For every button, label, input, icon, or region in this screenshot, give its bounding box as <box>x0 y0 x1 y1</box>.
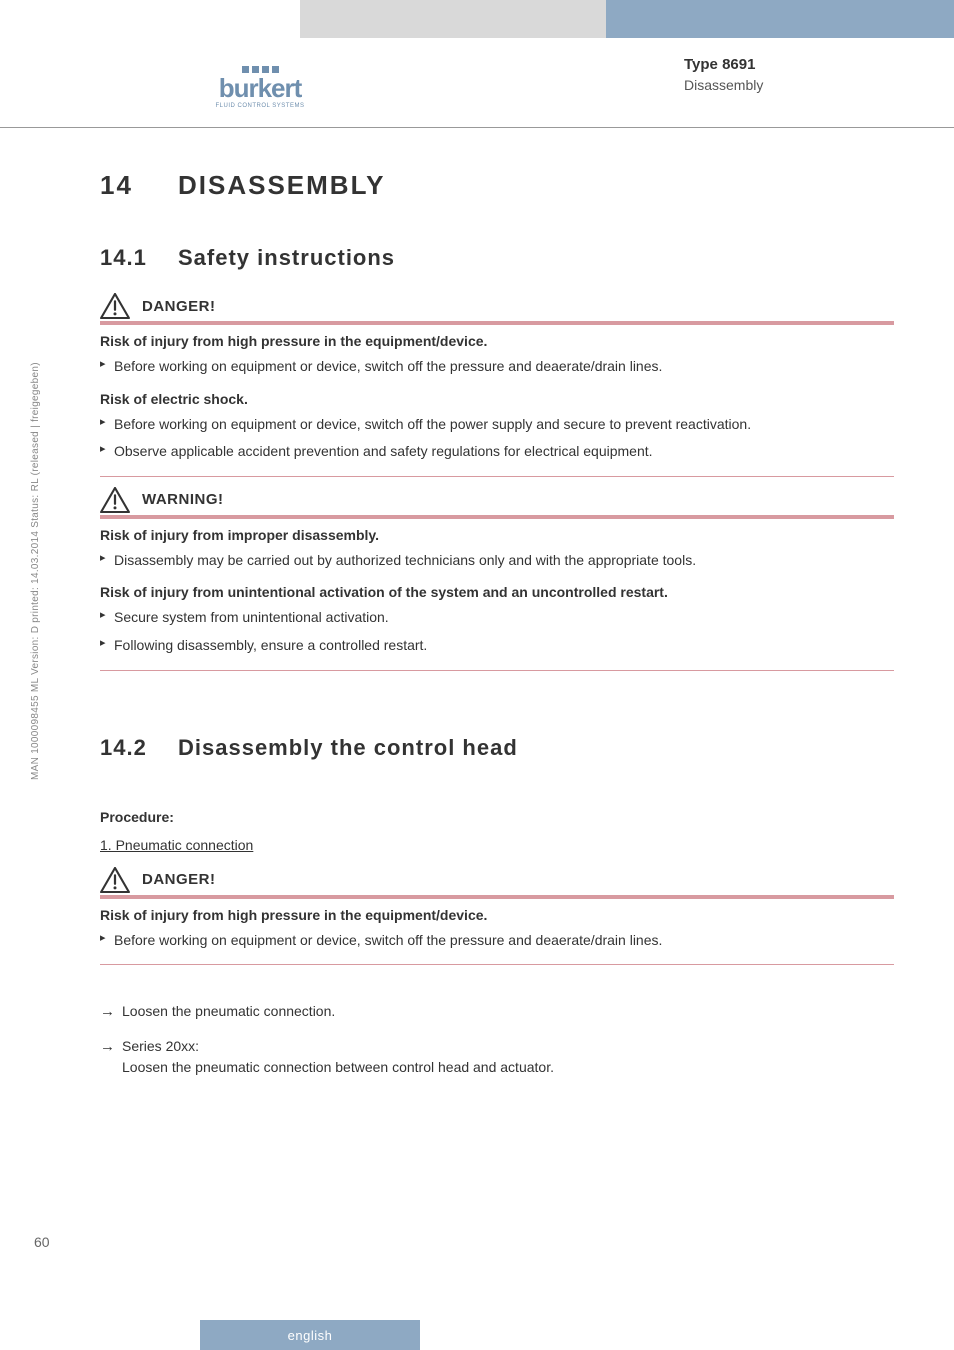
section-title: Disassembly the control head <box>178 735 518 760</box>
logo-dots-icon <box>242 66 279 73</box>
type-subtitle: Disassembly <box>684 77 954 93</box>
risk-item: Secure system from unintentional activat… <box>100 608 894 628</box>
section-number: 14.1 <box>100 245 178 271</box>
procedure-action-lead: Series 20xx: <box>122 1038 199 1054</box>
procedure-label: Procedure: <box>100 809 894 825</box>
alert-label: DANGER! <box>142 298 216 315</box>
top-accent-bar <box>0 0 954 38</box>
top-bar-segment-white <box>0 0 300 38</box>
risk-item: Disassembly may be carried out by author… <box>100 551 894 571</box>
alert-label: DANGER! <box>142 871 216 888</box>
chapter-heading: 14DISASSEMBLY <box>100 170 894 201</box>
brand-logo: burkert FLUID CONTROL SYSTEMS <box>200 38 320 127</box>
alert-divider <box>100 476 894 477</box>
footer-language-tab: english <box>200 1320 420 1350</box>
risk-block: Risk of injury from high pressure in the… <box>100 333 894 377</box>
type-title: Type 8691 <box>684 56 954 73</box>
risk-block: Risk of electric shock. Before working o… <box>100 391 894 462</box>
page-number: 60 <box>34 1234 50 1250</box>
header-spacer <box>320 38 674 127</box>
page-content: 14DISASSEMBLY 14.1Safety instructions DA… <box>100 160 894 1092</box>
danger-triangle-icon <box>100 293 130 319</box>
risk-item: Following disassembly, ensure a controll… <box>100 636 894 656</box>
section-number: 14.2 <box>100 735 178 761</box>
alert-header-danger: DANGER! <box>100 867 894 899</box>
top-bar-segment-blue <box>606 0 954 38</box>
procedure-action: Loosen the pneumatic connection. <box>100 1001 894 1022</box>
alert-header-danger: DANGER! <box>100 293 894 325</box>
risk-block: Risk of injury from unintentional activa… <box>100 584 894 655</box>
section-heading-disassembly: 14.2Disassembly the control head <box>100 735 894 761</box>
risk-title: Risk of injury from improper disassembly… <box>100 527 894 543</box>
alert-divider <box>100 670 894 671</box>
header-type-block: Type 8691 Disassembly <box>674 38 954 127</box>
risk-title: Risk of injury from high pressure in the… <box>100 333 894 349</box>
document-meta-sidebar: MAN 1000098455 ML Version: D printed: 14… <box>30 362 41 780</box>
procedure-action-body: Loosen the pneumatic connection between … <box>122 1057 894 1078</box>
risk-title: Risk of injury from unintentional activa… <box>100 584 894 600</box>
top-bar-segment-gray <box>300 0 606 38</box>
risk-item: Observe applicable accident prevention a… <box>100 442 894 462</box>
logo-wordmark: burkert <box>219 75 302 101</box>
logo-tagline: FLUID CONTROL SYSTEMS <box>216 103 305 109</box>
risk-block: Risk of injury from improper disassembly… <box>100 527 894 571</box>
procedure-action: Series 20xx: Loosen the pneumatic connec… <box>100 1036 894 1078</box>
procedure-step-heading: 1. Pneumatic connection <box>100 837 894 853</box>
chapter-title: DISASSEMBLY <box>178 170 385 200</box>
header-left-pad <box>0 38 200 127</box>
alert-divider <box>100 964 894 965</box>
risk-title: Risk of electric shock. <box>100 391 894 407</box>
warning-triangle-icon <box>100 487 130 513</box>
risk-item: Before working on equipment or device, s… <box>100 357 894 377</box>
section-title: Safety instructions <box>178 245 395 270</box>
section-heading-safety: 14.1Safety instructions <box>100 245 894 271</box>
risk-block: Risk of injury from high pressure in the… <box>100 907 894 951</box>
danger-triangle-icon <box>100 867 130 893</box>
page-header: burkert FLUID CONTROL SYSTEMS Type 8691 … <box>0 38 954 128</box>
risk-item: Before working on equipment or device, s… <box>100 415 894 435</box>
risk-title: Risk of injury from high pressure in the… <box>100 907 894 923</box>
chapter-number: 14 <box>100 170 178 201</box>
risk-item: Before working on equipment or device, s… <box>100 931 894 951</box>
alert-label: WARNING! <box>142 491 224 508</box>
alert-header-warning: WARNING! <box>100 487 894 519</box>
